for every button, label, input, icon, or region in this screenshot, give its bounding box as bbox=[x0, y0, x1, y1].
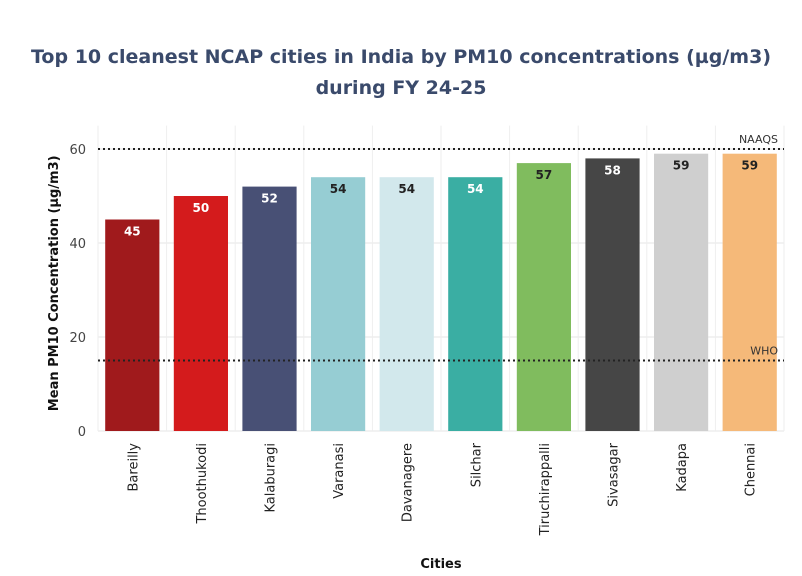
value-label-bareilly: 45 bbox=[124, 225, 141, 239]
y-tick-label-0: 0 bbox=[78, 425, 86, 440]
y-axis-title: Mean PM10 Concentration (µg/m3) bbox=[47, 155, 62, 411]
value-label-tiruchirappalli: 57 bbox=[536, 168, 553, 182]
value-label-sivasagar: 58 bbox=[604, 163, 621, 177]
value-label-kalaburagi: 52 bbox=[261, 192, 278, 206]
bar-kadapa bbox=[654, 153, 709, 431]
x-tick-label-varanasi: Varanasi bbox=[332, 443, 347, 499]
x-tick-label-chennai: Chennai bbox=[744, 443, 759, 496]
x-tick-label-bareilly: Bareilly bbox=[126, 443, 141, 492]
x-tick-label-sivasagar: Sivasagar bbox=[607, 442, 622, 506]
value-label-chennai: 59 bbox=[741, 159, 758, 173]
value-label-silchar: 54 bbox=[467, 182, 484, 196]
value-label-varanasi: 54 bbox=[330, 182, 347, 196]
x-tick-label-silchar: Silchar bbox=[469, 442, 484, 487]
x-tick-label-davanagere: Davanagere bbox=[401, 443, 416, 522]
x-tick-label-kalaburagi: Kalaburagi bbox=[264, 443, 279, 513]
x-tick-label-kadapa: Kadapa bbox=[675, 443, 690, 492]
value-label-kadapa: 59 bbox=[673, 159, 690, 173]
y-tick-label-60: 60 bbox=[69, 143, 86, 158]
chart-title-line-1: Top 10 cleanest NCAP cities in India by … bbox=[30, 46, 772, 68]
y-tick-label-20: 20 bbox=[69, 331, 86, 346]
x-tick-label-thoothukodi: Thoothukodi bbox=[195, 443, 210, 525]
bar-thoothukodi bbox=[173, 196, 228, 431]
value-label-thoothukodi: 50 bbox=[193, 201, 210, 215]
chart-title-line-2: during FY 24-25 bbox=[315, 77, 487, 99]
bar-tiruchirappalli bbox=[516, 163, 571, 431]
bar-bareilly bbox=[105, 219, 160, 431]
value-label-davanagere: 54 bbox=[398, 182, 415, 196]
y-tick-label-40: 40 bbox=[69, 237, 86, 252]
bar-kalaburagi bbox=[242, 186, 297, 431]
reference-label-naaqs: NAAQS bbox=[739, 133, 778, 146]
x-axis-title: Cities bbox=[420, 557, 461, 572]
bar-davanagere bbox=[379, 177, 434, 431]
bar-silchar bbox=[448, 177, 503, 431]
reference-label-who: WHO bbox=[750, 345, 778, 358]
bar-chennai bbox=[722, 153, 777, 431]
x-tick-label-tiruchirappalli: Tiruchirappalli bbox=[538, 443, 553, 536]
bar-sivasagar bbox=[585, 158, 640, 431]
bar-varanasi bbox=[311, 177, 366, 431]
